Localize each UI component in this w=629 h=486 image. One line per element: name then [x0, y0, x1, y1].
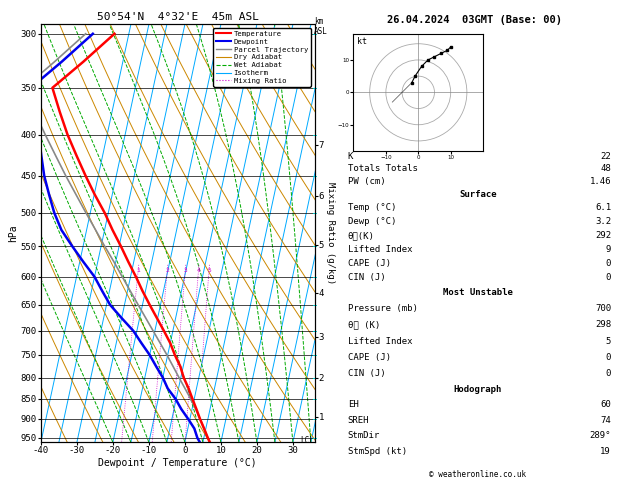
Text: 2: 2: [165, 268, 169, 273]
Text: StmDir: StmDir: [348, 432, 380, 440]
Text: Dewp (°C): Dewp (°C): [348, 217, 396, 226]
X-axis label: Dewpoint / Temperature (°C): Dewpoint / Temperature (°C): [98, 458, 257, 468]
Text: 700: 700: [595, 304, 611, 313]
Text: LCL: LCL: [301, 435, 314, 445]
Text: 74: 74: [600, 416, 611, 425]
Text: CAPE (J): CAPE (J): [348, 259, 391, 268]
Text: Most Unstable: Most Unstable: [443, 288, 513, 297]
Text: θᴇ(K): θᴇ(K): [348, 231, 375, 240]
Text: 5: 5: [207, 268, 211, 273]
Text: 5: 5: [606, 336, 611, 346]
Text: 289°: 289°: [589, 432, 611, 440]
Text: kt: kt: [357, 37, 367, 46]
Text: 22: 22: [600, 152, 611, 161]
Text: 4: 4: [197, 268, 201, 273]
Text: 0: 0: [606, 273, 611, 282]
Text: CIN (J): CIN (J): [348, 273, 386, 282]
Text: 48: 48: [600, 164, 611, 174]
Text: PW (cm): PW (cm): [348, 176, 386, 186]
Text: SREH: SREH: [348, 416, 369, 425]
Text: θᴇ (K): θᴇ (K): [348, 320, 380, 330]
Text: StmSpd (kt): StmSpd (kt): [348, 447, 407, 456]
Text: 3.2: 3.2: [595, 217, 611, 226]
Text: Lifted Index: Lifted Index: [348, 336, 413, 346]
Text: 19: 19: [600, 447, 611, 456]
Text: Lifted Index: Lifted Index: [348, 245, 413, 254]
Text: Hodograph: Hodograph: [454, 385, 502, 394]
Text: 1.46: 1.46: [589, 176, 611, 186]
Text: 0: 0: [606, 259, 611, 268]
Text: 1: 1: [136, 268, 140, 273]
Title: 50°54'N  4°32'E  45m ASL: 50°54'N 4°32'E 45m ASL: [97, 12, 259, 22]
Text: 3: 3: [183, 268, 187, 273]
Text: 6.1: 6.1: [595, 204, 611, 212]
Text: Totals Totals: Totals Totals: [348, 164, 418, 174]
Text: 9: 9: [606, 245, 611, 254]
Y-axis label: Mixing Ratio (g/kg): Mixing Ratio (g/kg): [326, 182, 335, 284]
Text: CAPE (J): CAPE (J): [348, 353, 391, 362]
Text: CIN (J): CIN (J): [348, 369, 386, 378]
Text: Pressure (mb): Pressure (mb): [348, 304, 418, 313]
Text: 26.04.2024  03GMT (Base: 00): 26.04.2024 03GMT (Base: 00): [387, 15, 562, 25]
Text: EH: EH: [348, 400, 359, 409]
Text: K: K: [348, 152, 353, 161]
Y-axis label: hPa: hPa: [8, 225, 18, 242]
Text: © weatheronline.co.uk: © weatheronline.co.uk: [430, 469, 526, 479]
Text: 60: 60: [600, 400, 611, 409]
Legend: Temperature, Dewpoint, Parcel Trajectory, Dry Adiabat, Wet Adiabat, Isotherm, Mi: Temperature, Dewpoint, Parcel Trajectory…: [213, 28, 311, 87]
Text: km
ASL: km ASL: [314, 17, 328, 36]
Text: 0: 0: [606, 353, 611, 362]
Text: 0: 0: [606, 369, 611, 378]
Text: Surface: Surface: [459, 190, 497, 199]
Text: 292: 292: [595, 231, 611, 240]
Text: Temp (°C): Temp (°C): [348, 204, 396, 212]
Text: 298: 298: [595, 320, 611, 330]
